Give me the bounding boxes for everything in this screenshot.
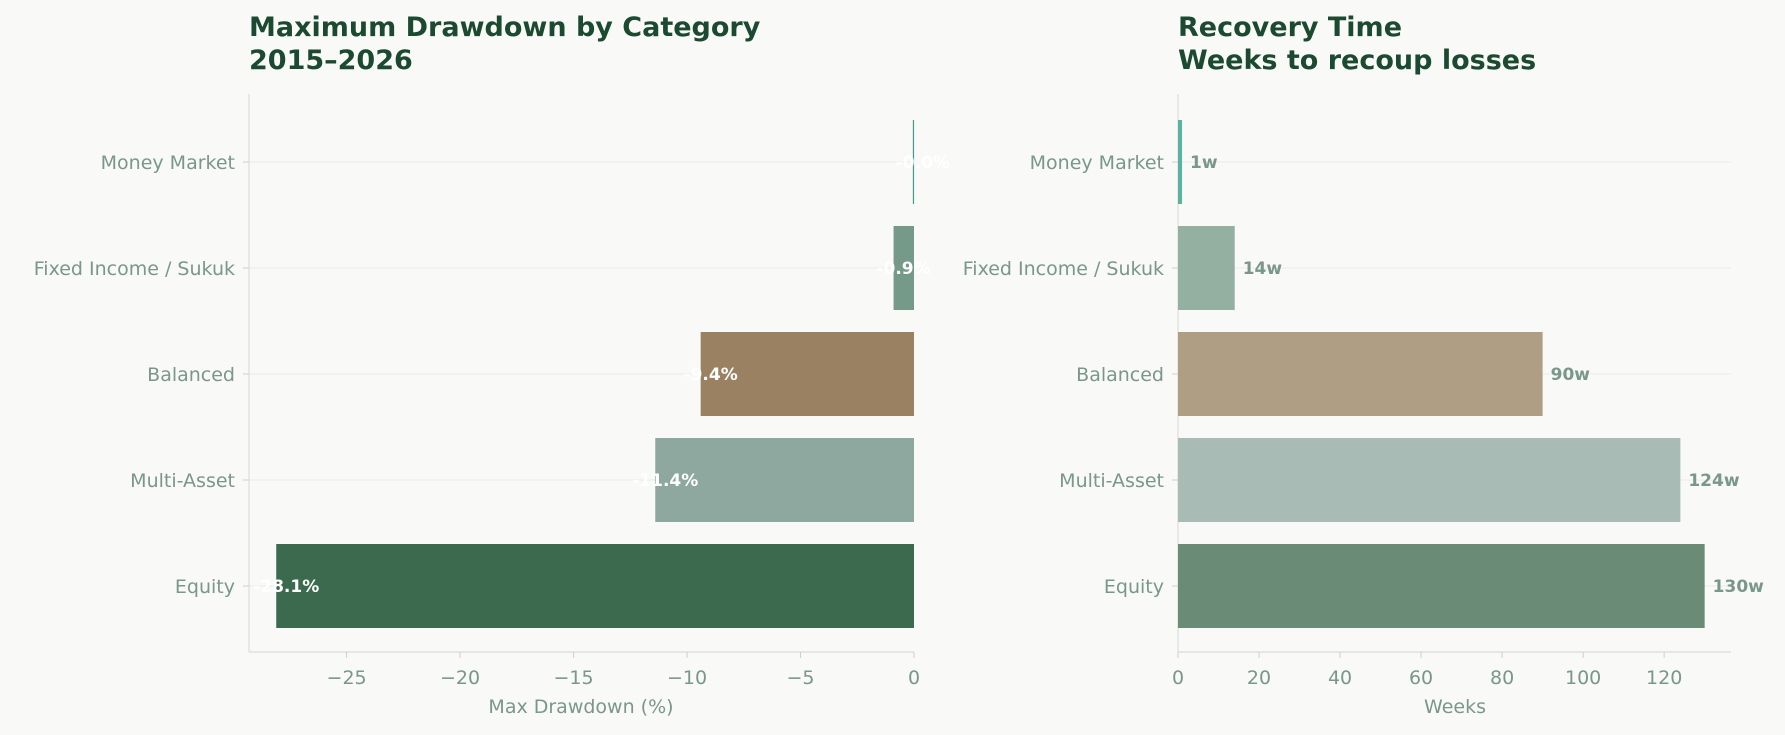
drawdown-bar: [700, 332, 914, 416]
recovery-category-label: Multi-Asset: [1059, 470, 1164, 492]
drawdown-category-label: Equity: [175, 576, 235, 598]
recovery-x-tick-label: 100: [1565, 667, 1601, 689]
drawdown-bar: [655, 438, 914, 522]
recovery-category-label: Equity: [1104, 576, 1164, 598]
recovery-data-label: 1w: [1190, 153, 1218, 173]
drawdown-x-tick-label: −25: [327, 667, 367, 689]
drawdown-x-tick-label: −5: [787, 667, 815, 689]
recovery-chart-title: Recovery Time: [1178, 12, 1402, 43]
recovery-x-tick-label: 20: [1247, 667, 1271, 689]
recovery-bar: [1178, 544, 1705, 628]
drawdown-x-tick-label: 0: [908, 667, 920, 689]
drawdown-data-label: -0.9%: [876, 259, 930, 279]
drawdown-data-label: -28.1%: [253, 577, 319, 597]
recovery-chart-panel: Recovery Time Weeks to recoup losses Wee…: [963, 12, 1764, 718]
recovery-x-tick-label: 120: [1646, 667, 1682, 689]
drawdown-x-tick-label: −10: [667, 667, 707, 689]
recovery-data-label: 130w: [1713, 577, 1764, 597]
recovery-data-label: 124w: [1688, 471, 1739, 491]
drawdown-data-label: -9.4%: [684, 365, 738, 385]
recovery-bar: [1178, 226, 1235, 310]
recovery-data-label: 14w: [1243, 259, 1283, 279]
drawdown-chart-subtitle: 2015–2026: [249, 45, 413, 76]
recovery-x-tick-label: 0: [1172, 667, 1184, 689]
recovery-chart-subtitle: Weeks to recoup losses: [1178, 45, 1536, 76]
drawdown-category-label: Fixed Income / Sukuk: [34, 258, 235, 280]
drawdown-chart-title: Maximum Drawdown by Category: [249, 12, 761, 43]
drawdown-category-label: Money Market: [101, 152, 235, 174]
drawdown-category-label: Multi-Asset: [130, 470, 235, 492]
recovery-data-label: 90w: [1551, 365, 1591, 385]
recovery-category-label: Fixed Income / Sukuk: [963, 258, 1164, 280]
drawdown-data-label: -0.0%: [896, 153, 950, 173]
recovery-bar: [1178, 438, 1681, 522]
recovery-bar: [1178, 332, 1543, 416]
recovery-x-axis-title: Weeks: [1424, 696, 1486, 718]
drawdown-category-label: Balanced: [147, 364, 235, 386]
drawdown-data-label: -11.4%: [632, 471, 698, 491]
drawdown-chart-panel: Maximum Drawdown by Category 2015–2026 M…: [34, 12, 950, 718]
drawdown-x-axis-title: Max Drawdown (%): [488, 696, 673, 718]
recovery-x-tick-label: 80: [1490, 667, 1514, 689]
drawdown-x-tick-label: −20: [440, 667, 480, 689]
drawdown-x-tick-label: −15: [554, 667, 594, 689]
drawdown-bar: [276, 544, 915, 628]
drawdown-bar: [912, 120, 915, 204]
recovery-bar: [1178, 120, 1183, 204]
recovery-category-label: Money Market: [1030, 152, 1164, 174]
recovery-category-label: Balanced: [1076, 364, 1164, 386]
drawdown-bar: [893, 226, 914, 310]
recovery-x-tick-label: 60: [1409, 667, 1433, 689]
recovery-x-tick-label: 40: [1328, 667, 1352, 689]
